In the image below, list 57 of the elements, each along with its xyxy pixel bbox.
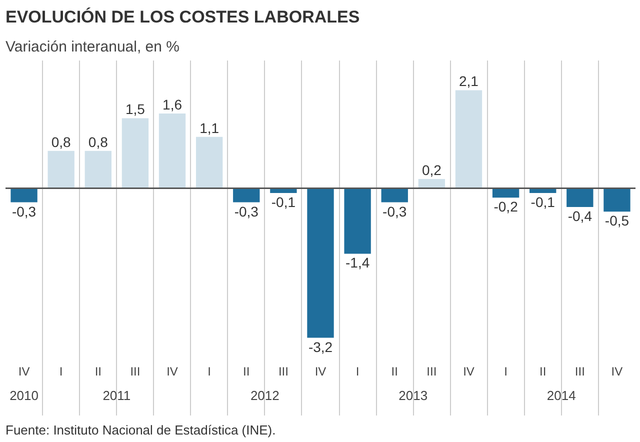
data-label: -0,3 xyxy=(12,203,36,220)
data-label: -0,3 xyxy=(382,203,407,220)
bar xyxy=(233,188,260,202)
text: 2012 xyxy=(250,388,280,403)
bar xyxy=(158,114,186,188)
x-tick-label: IV xyxy=(18,364,30,378)
chart-title: EVOLUCIÓN DE LOS COSTES LABORALES xyxy=(6,6,360,26)
data-label: -3,2 xyxy=(308,338,333,355)
x-tick-label: IV xyxy=(166,364,178,378)
x-tick-label: III xyxy=(130,364,140,378)
bar xyxy=(381,188,408,202)
bar xyxy=(196,136,223,188)
data-label: 1,6 xyxy=(162,96,182,113)
data-label: -0,2 xyxy=(494,198,518,215)
data-label: 0,8 xyxy=(88,134,108,150)
x-tick-label: III xyxy=(574,364,585,378)
x-tick-label: I xyxy=(59,364,63,378)
x-tick-label: IV xyxy=(611,364,623,378)
x-tick-label: III xyxy=(278,364,288,378)
bar xyxy=(48,150,74,188)
data-label: 2,1 xyxy=(459,73,479,90)
bar xyxy=(84,150,112,188)
x-tick-label: I xyxy=(356,364,360,378)
bar xyxy=(344,188,371,254)
bar xyxy=(604,188,630,212)
bar xyxy=(10,188,38,202)
bar xyxy=(122,118,149,188)
x-tick-label: I xyxy=(504,364,508,378)
data-label: -0,1 xyxy=(530,194,556,210)
data-label: -0,4 xyxy=(568,208,592,224)
data-label: -0,3 xyxy=(234,203,259,220)
x-tick-label: II xyxy=(391,364,398,378)
data-label: 0,2 xyxy=(422,162,442,178)
x-tick-label: IV xyxy=(314,364,326,378)
x-tick-label: IV xyxy=(463,364,474,378)
data-label: -0,5 xyxy=(604,212,630,229)
data-label: 0,8 xyxy=(51,134,72,150)
data-label: 1,1 xyxy=(200,120,220,136)
text: 2011 xyxy=(102,388,131,403)
x-tick-label: II xyxy=(243,364,250,378)
x-tick-label: II xyxy=(94,364,102,378)
x-tick-label: III xyxy=(426,364,437,378)
text: 2014 xyxy=(546,388,576,403)
x-tick-label: I xyxy=(208,364,211,378)
text: 2010 xyxy=(10,388,38,403)
source-note: Fuente: Instituto Nacional de Estadística (INE). xyxy=(6,422,276,438)
bar xyxy=(492,188,520,198)
bar xyxy=(307,188,334,338)
x-tick-label: II xyxy=(540,364,546,378)
bar xyxy=(418,178,446,188)
data-label: -0,1 xyxy=(271,194,296,210)
chart-subtitle: Variación interanual, en % xyxy=(6,38,180,56)
bar xyxy=(566,188,594,207)
text: 2013 xyxy=(398,388,428,403)
data-label: 1,5 xyxy=(125,101,146,118)
data-label: -1,4 xyxy=(345,254,370,271)
bar xyxy=(455,90,482,188)
